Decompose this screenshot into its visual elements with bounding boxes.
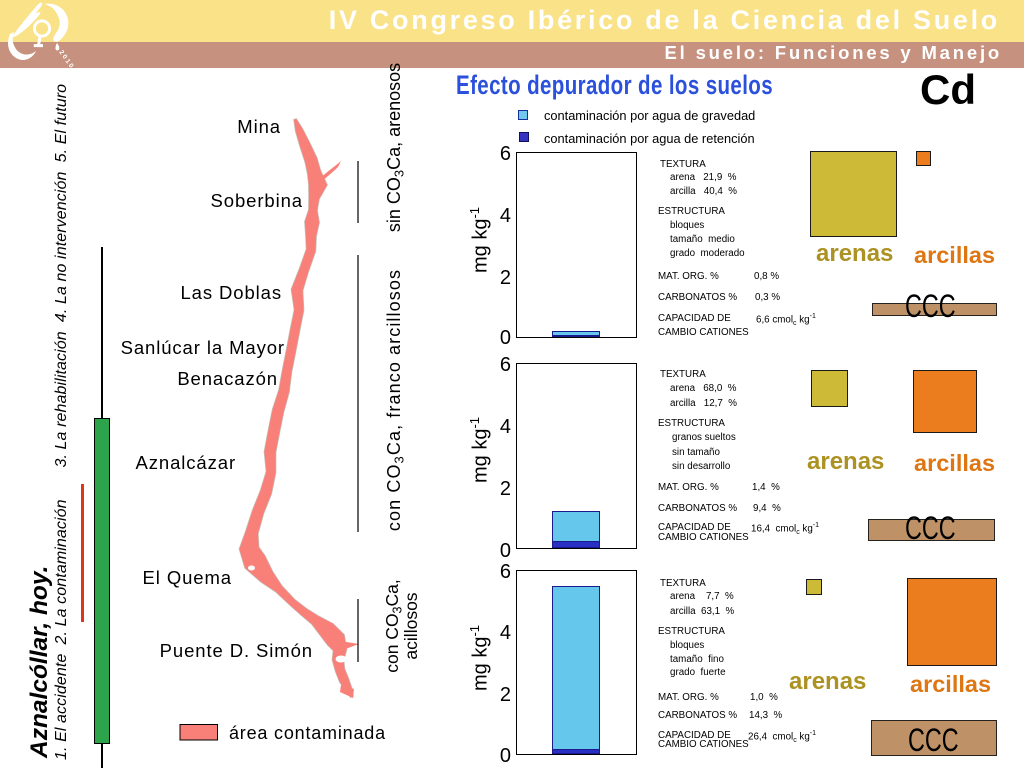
svg-text:Soberbina: Soberbina [211,190,303,211]
svg-text:Benacazón: Benacazón [177,368,278,389]
svg-text:acillosos: acillosos [401,592,421,659]
svg-text:El Quema: El Quema [143,567,232,588]
svg-text:Mina: Mina [237,116,281,137]
svg-text:Las Doblas: Las Doblas [180,282,282,303]
svg-text:Puente D. Simón: Puente D. Simón [160,640,313,661]
svg-text:área contaminada: área contaminada [229,723,386,743]
svg-text:Sanlúcar la Mayor: Sanlúcar la Mayor [121,337,285,358]
svg-text:con CO3Ca,: con CO3Ca, [382,579,405,673]
svg-text:sin CO3Ca, arenosos: sin CO3Ca, arenosos [384,63,407,232]
svg-text:Aznalcázar: Aznalcázar [135,452,236,473]
svg-text:con CO3Ca, franco arcillosos: con CO3Ca, franco arcillosos [384,269,407,531]
